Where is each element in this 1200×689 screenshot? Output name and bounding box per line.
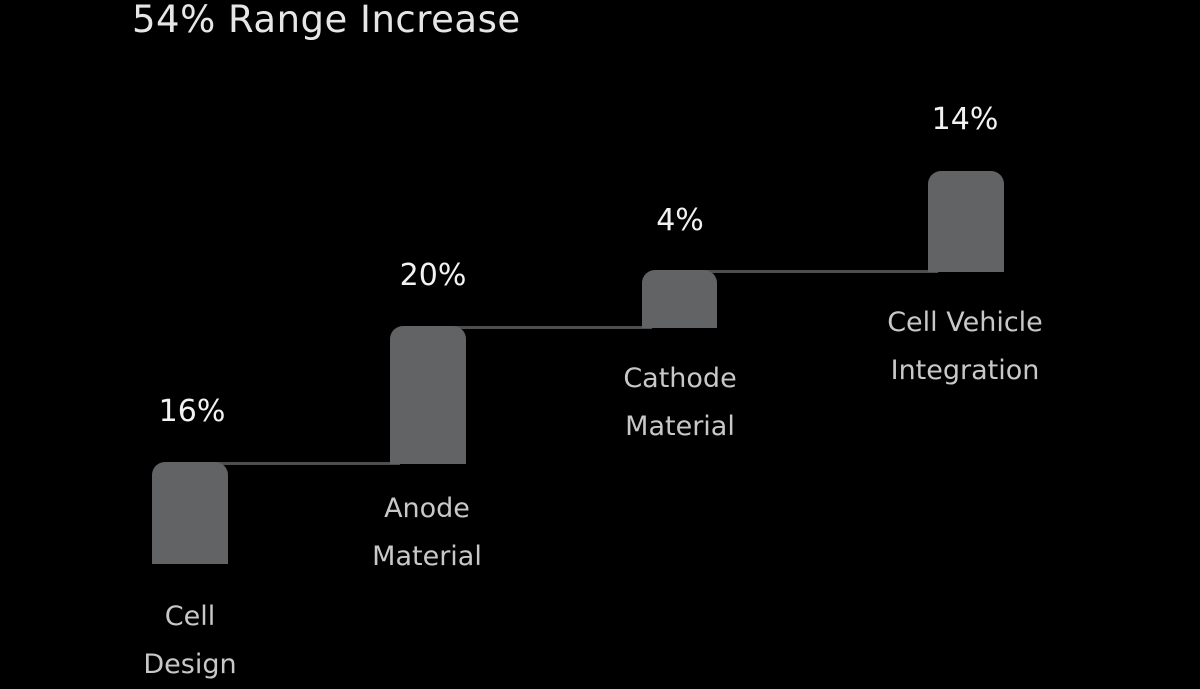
- category-label-anode-material: Anode Material: [372, 493, 482, 572]
- bar-cell-design: [152, 462, 228, 564]
- value-label-cell-vehicle-integration: 14%: [931, 102, 999, 137]
- value-label-anode-material: 20%: [399, 258, 467, 293]
- connector-line: [455, 326, 652, 329]
- chart-title: 54% Range Increase: [132, 0, 521, 41]
- category-label-cell-design: Cell Design: [143, 601, 237, 680]
- connector-line: [215, 462, 400, 465]
- value-label-cathode-material: 4%: [656, 203, 704, 238]
- category-label-cell-vehicle-integration: Cell Vehicle Integration: [887, 307, 1043, 386]
- connector-line: [705, 270, 938, 273]
- bar-cathode-material: [642, 270, 717, 328]
- value-label-cell-design: 16%: [158, 394, 226, 429]
- category-label-cathode-material: Cathode Material: [623, 363, 737, 442]
- bar-anode-material: [390, 326, 466, 464]
- bar-cell-vehicle-integration: [928, 171, 1004, 272]
